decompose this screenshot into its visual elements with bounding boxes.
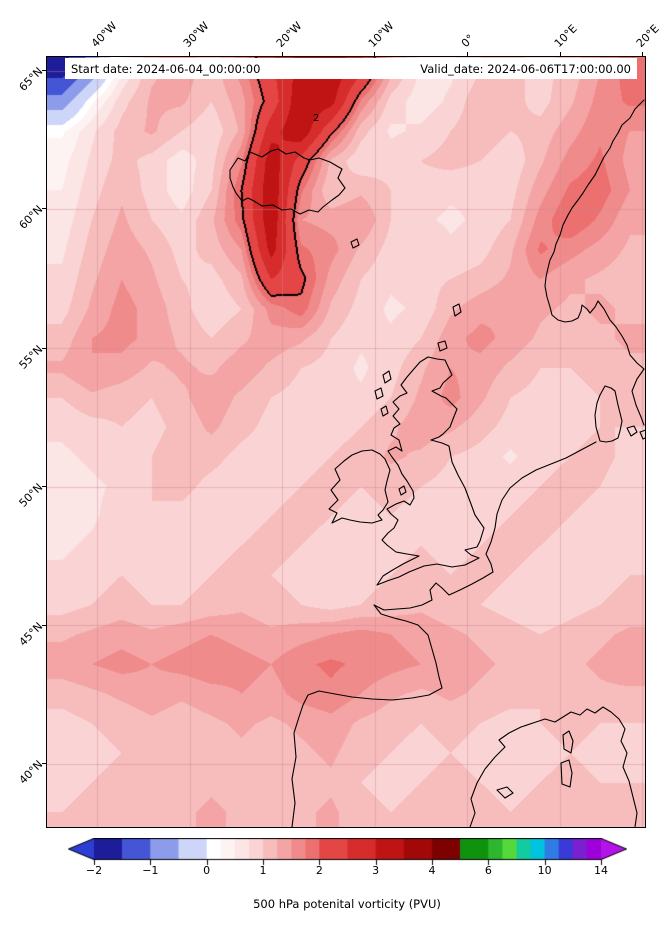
- coastline-path: [594, 385, 623, 443]
- colorbar-tick-label: −1: [142, 864, 159, 877]
- lon-tick-label: 20°W: [273, 19, 304, 50]
- lon-tick: [559, 52, 561, 56]
- date-box: Start date: 2024-06-04_00:00:00 Valid_da…: [65, 58, 637, 79]
- lon-tick: [466, 52, 468, 56]
- lon-tick-label: 10°W: [366, 19, 397, 50]
- coastline-path: [291, 441, 597, 827]
- coastline-path: [544, 99, 645, 370]
- lat-tick: [42, 486, 46, 488]
- lat-tick: [42, 70, 46, 72]
- pv-contour-label: 2: [313, 113, 320, 124]
- coastline-path: [350, 238, 462, 496]
- coastline-path: [328, 449, 391, 524]
- lon-tick-label: 10°E: [551, 22, 580, 50]
- colorbar-tick-label: 2: [315, 864, 323, 877]
- map-axes: 2 Start date: 2024-06-04_00:00:00 Valid_…: [46, 56, 646, 828]
- lat-tick-label: 60°N: [16, 203, 46, 232]
- colorbar-tick-label: −2: [85, 864, 103, 877]
- colorbar-caption: 500 hPa potenital vorticity (PVU): [253, 897, 441, 911]
- colorbar-tick-label: 6: [484, 864, 492, 877]
- lon-tick-label: 20°E: [633, 22, 659, 50]
- colorbar-tick-label: 3: [372, 864, 380, 877]
- colorbar-tick-label: 14: [594, 864, 608, 877]
- lat-tick: [42, 208, 46, 210]
- lat-tick-label: 50°N: [16, 481, 46, 510]
- colorbar-tick-label: 4: [428, 864, 436, 877]
- lon-tick: [374, 52, 376, 56]
- coastlines-svg: [229, 99, 645, 827]
- colorbar-canvas: [68, 838, 627, 868]
- lat-tick-label: 40°N: [16, 758, 46, 788]
- coastline-path: [229, 148, 346, 215]
- coastline-path: [626, 425, 645, 440]
- colorbar-tick-label: 1: [259, 864, 267, 877]
- lat-tick-label: 65°N: [16, 65, 46, 95]
- coastline-path: [496, 730, 574, 799]
- valid-date-label: Valid_date: 2024-06-06T17:00:00.00: [420, 61, 631, 76]
- lon-tick-label: 0°: [458, 31, 477, 50]
- colorbar-tick-label: 0: [203, 864, 211, 877]
- lat-tick: [42, 763, 46, 765]
- coastline-path: [631, 368, 645, 426]
- lon-tick: [96, 52, 98, 56]
- lon-tick: [641, 52, 643, 56]
- lat-tick: [42, 347, 46, 349]
- lat-tick: [42, 624, 46, 626]
- lon-tick: [189, 52, 191, 56]
- colorbar-tick-label: 10: [537, 864, 552, 877]
- lon-tick: [281, 52, 283, 56]
- coastline-path: [376, 356, 485, 586]
- pv-field-canvas: [47, 57, 645, 827]
- start-date-label: Start date: 2024-06-04_00:00:00: [71, 61, 261, 76]
- lon-tick-label: 30°W: [181, 19, 212, 50]
- lon-tick-label: 40°W: [88, 19, 120, 50]
- coastline-path: [469, 706, 638, 827]
